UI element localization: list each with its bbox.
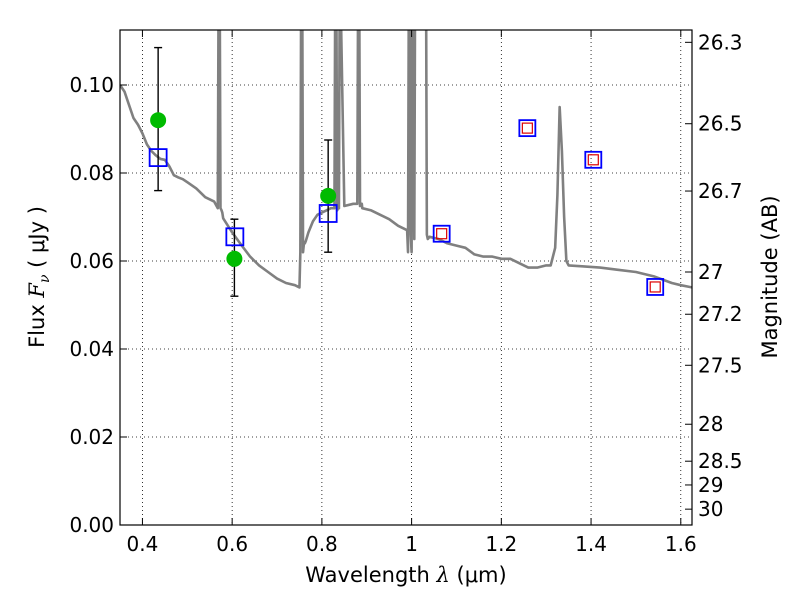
y-axis-label: Flux Fν ( μJy ) (25, 206, 53, 348)
x-axis-label-unit: (μm) (450, 563, 507, 587)
ir-photometry-inner-square (436, 228, 448, 240)
x-axis-label: Wavelength λ (μm) (305, 563, 506, 587)
y2-tick-label: 28.5 (698, 449, 743, 473)
x-tick-label: 0.4 (127, 532, 159, 556)
ir-photometry-outer-square (646, 278, 665, 296)
x-tick-label: 1.4 (575, 532, 607, 556)
y2-tick-label: 27.2 (698, 302, 743, 326)
model-photometry-square (225, 227, 245, 247)
x-axis-label-prefix: Wavelength (305, 563, 436, 587)
data-markers (148, 46, 665, 297)
model-spectrum-line (120, 30, 692, 289)
plot-frame (119, 29, 693, 526)
ir-photometry-outer-square (432, 224, 451, 243)
y-axis-label-unit: ( μJy ) (25, 206, 49, 274)
y-tick-label: 0.04 (69, 337, 114, 361)
y-axis-label-prefix: Flux (25, 298, 49, 348)
y2-tick-label: 28 (698, 412, 723, 436)
y2-tick-label: 29 (698, 473, 723, 497)
y-tick-label: 0.06 (69, 249, 114, 273)
y-axis-label-subscript: ν (37, 274, 53, 283)
observed-photometry-point (320, 187, 337, 204)
x-axis-label-symbol: λ (436, 563, 450, 587)
ir-photometry-inner-square (521, 122, 533, 134)
observed-photometry-point (150, 112, 167, 129)
y-tick-label: 0.00 (69, 513, 114, 537)
y-tick-label: 0.08 (69, 161, 114, 185)
x-tick-label: 0.6 (216, 532, 248, 556)
ir-photometry-outer-square (584, 150, 603, 169)
y2-tick-label: 26.7 (698, 179, 743, 203)
plot-background (120, 30, 692, 525)
y2-tick-label: 30 (698, 497, 723, 521)
y-axis-label-symbol: F (25, 282, 49, 299)
x-tick-label: 1.6 (665, 532, 697, 556)
data-series (120, 30, 692, 289)
y2-axis-label: Magnitude (AB) (758, 195, 782, 358)
x-tick-label: 0.8 (306, 532, 338, 556)
y2-tick-label: 27.5 (698, 353, 743, 377)
y2-tick-label: 27 (698, 260, 723, 284)
axes: 0.4 0.6 0.8 1 1.2 1.4 1.6 0.00 0.02 0.04 0.06 0.08 0… (69, 30, 743, 556)
y-tick-label: 0.10 (69, 73, 114, 97)
model-photometry-square (148, 148, 168, 168)
y-tick-label: 0.02 (69, 425, 114, 449)
y2-tick-label: 26.5 (698, 112, 743, 136)
ir-photometry-inner-square (587, 154, 599, 166)
model-photometry-square (318, 204, 338, 223)
x-tick-label: 1 (405, 532, 418, 556)
observed-photometry-point (226, 250, 243, 267)
y2-tick-label: 26.3 (698, 30, 743, 54)
ir-photometry-inner-square (649, 281, 661, 293)
ir-photometry-outer-square (518, 119, 537, 138)
x-tick-label: 1.2 (485, 532, 517, 556)
